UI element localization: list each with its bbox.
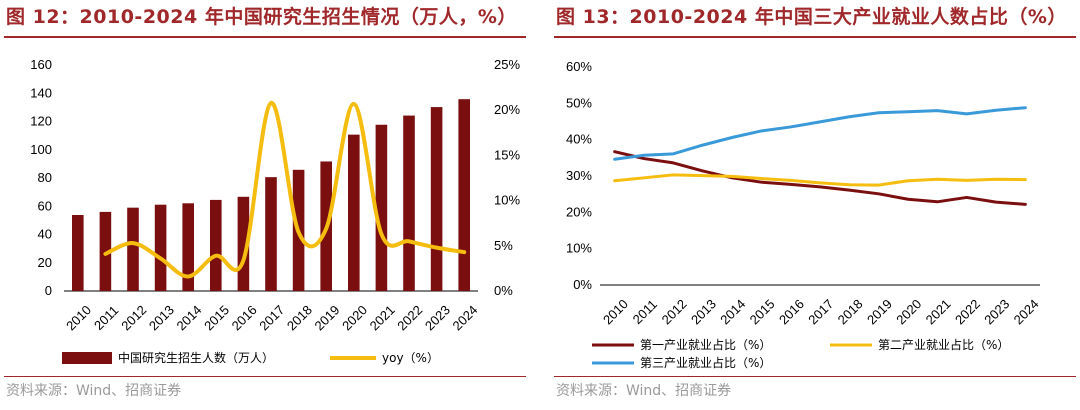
left-y-tick-label: 0 xyxy=(45,283,52,298)
x-tick-label: 2021 xyxy=(367,302,398,333)
enrollment-bar xyxy=(348,134,360,291)
left-chart-title: 图 12：2010-2024 年中国研究生招生情况（万人，%） xyxy=(6,6,517,28)
right-y-tick-label: 20% xyxy=(494,102,520,117)
enrollment-bar xyxy=(430,107,443,291)
x-tick-label: 2020 xyxy=(339,302,370,333)
x-tick-label: 2023 xyxy=(981,296,1012,327)
enrollment-bar xyxy=(72,215,84,291)
right-chart-svg: 0% 10% 20% 30% 40% 50% 60% 20102011201220132014… xyxy=(566,59,1042,370)
x-tick-label: 2010 xyxy=(63,302,94,333)
enrollment-bar xyxy=(182,203,194,291)
x-tick-label: 2019 xyxy=(864,296,895,327)
x-tick-label: 2016 xyxy=(776,296,807,327)
right-y-tick-label: 25% xyxy=(494,57,520,72)
x-tick-label: 2024 xyxy=(1011,296,1042,327)
enrollment-bar xyxy=(237,196,250,291)
x-tick-label: 2016 xyxy=(229,302,260,333)
x-tick-label: 2011 xyxy=(91,303,121,333)
right-y-tick-label: 15% xyxy=(494,147,520,162)
legend-label-enrollment: 中国研究生招生人数（万人） xyxy=(118,350,274,365)
primary-industry-line xyxy=(613,150,1027,206)
left-y-tick-label: 20 xyxy=(38,255,52,270)
x-tick-label: 2014 xyxy=(717,296,748,327)
y-tick-label: 40% xyxy=(566,132,592,147)
yoy-line xyxy=(103,100,467,279)
y-tick-label: 10% xyxy=(566,241,592,256)
left-y-tick-label: 40 xyxy=(38,227,52,242)
enrollment-bar xyxy=(458,99,470,292)
left-chart-panel: 图 12：2010-2024 年中国研究生招生情况（万人，%） 0 20 40 60 8… xyxy=(0,0,530,410)
enrollment-bar xyxy=(403,115,415,291)
left-y-tick-label: 120 xyxy=(30,114,52,129)
tertiary-industry-line xyxy=(613,106,1027,161)
x-tick-label: 2023 xyxy=(422,302,453,333)
left-y-tick-label: 60 xyxy=(38,198,52,213)
x-tick-label: 2015 xyxy=(747,296,778,327)
right-source-text: 资料来源：Wind、招商证券 xyxy=(556,383,732,399)
x-tick-label: 2021 xyxy=(923,296,954,327)
right-source-rule xyxy=(554,376,1076,377)
right-chart-title: 图 13：2010-2024 年中国三大产业就业人数占比（%） xyxy=(556,6,1067,28)
x-tick-label: 2020 xyxy=(893,296,924,327)
left-title-rule xyxy=(4,36,526,38)
legend-label-yoy: yoy（%） xyxy=(382,351,439,365)
right-y-tick-label: 5% xyxy=(494,238,513,253)
right-chart-panel: 图 13：2010-2024 年中国三大产业就业人数占比（%） 0% 10% 20%… xyxy=(550,0,1080,410)
legend-swatch-enrollment xyxy=(62,352,112,364)
legend-primary-label: 第一产业就业占比（%） xyxy=(640,337,771,352)
left-y-tick-label: 80 xyxy=(38,170,52,185)
x-tick-label: 2022 xyxy=(394,302,425,333)
y-tick-label: 30% xyxy=(566,168,592,183)
enrollment-bar xyxy=(210,199,222,291)
enrollment-bar xyxy=(154,204,167,291)
left-y-tick-label: 160 xyxy=(30,57,52,72)
left-source-text: 资料来源：Wind、招商证券 xyxy=(6,383,182,399)
x-tick-label: 2017 xyxy=(256,302,287,333)
secondary-industry-line xyxy=(613,173,1027,187)
enrollment-bar xyxy=(265,177,277,291)
x-tick-label: 2013 xyxy=(146,302,177,333)
left-chart-svg: 0 20 40 60 80 100 120 140 160 0% 5% 10% 15% 20% 25% 201… xyxy=(30,57,520,365)
enrollment-bar xyxy=(375,124,388,291)
right-y-tick-label: 10% xyxy=(494,193,520,208)
x-tick-label: 2014 xyxy=(173,302,204,333)
y-tick-label: 50% xyxy=(566,95,592,110)
y-tick-label: 20% xyxy=(566,204,592,219)
right-title-rule xyxy=(554,36,1076,38)
x-tick-label: 2019 xyxy=(311,302,342,333)
legend-tertiary-label: 第三产业就业占比（%） xyxy=(640,355,771,370)
left-y-tick-label: 140 xyxy=(30,85,52,100)
x-tick-label: 2013 xyxy=(688,296,719,327)
x-tick-label: 2022 xyxy=(952,296,983,327)
right-y-tick-label: 0% xyxy=(494,283,513,298)
left-source-rule xyxy=(4,376,526,377)
legend-secondary-label: 第二产业就业占比（%） xyxy=(878,337,1009,352)
x-tick-label: 2017 xyxy=(805,296,836,327)
x-tick-label: 2012 xyxy=(118,302,149,333)
x-tick-label: 2012 xyxy=(659,296,690,327)
y-tick-label: 0% xyxy=(573,277,592,292)
y-tick-label: 60% xyxy=(566,59,592,74)
enrollment-bar xyxy=(99,211,112,291)
left-y-tick-label: 100 xyxy=(30,142,52,157)
x-tick-label: 2018 xyxy=(284,302,315,333)
x-tick-label: 2018 xyxy=(835,296,866,327)
x-tick-label: 2011 xyxy=(630,297,660,327)
x-tick-label: 2024 xyxy=(449,302,480,333)
enrollment-bar xyxy=(127,207,139,291)
x-tick-label: 2015 xyxy=(201,302,232,333)
x-tick-label: 2010 xyxy=(600,296,631,327)
